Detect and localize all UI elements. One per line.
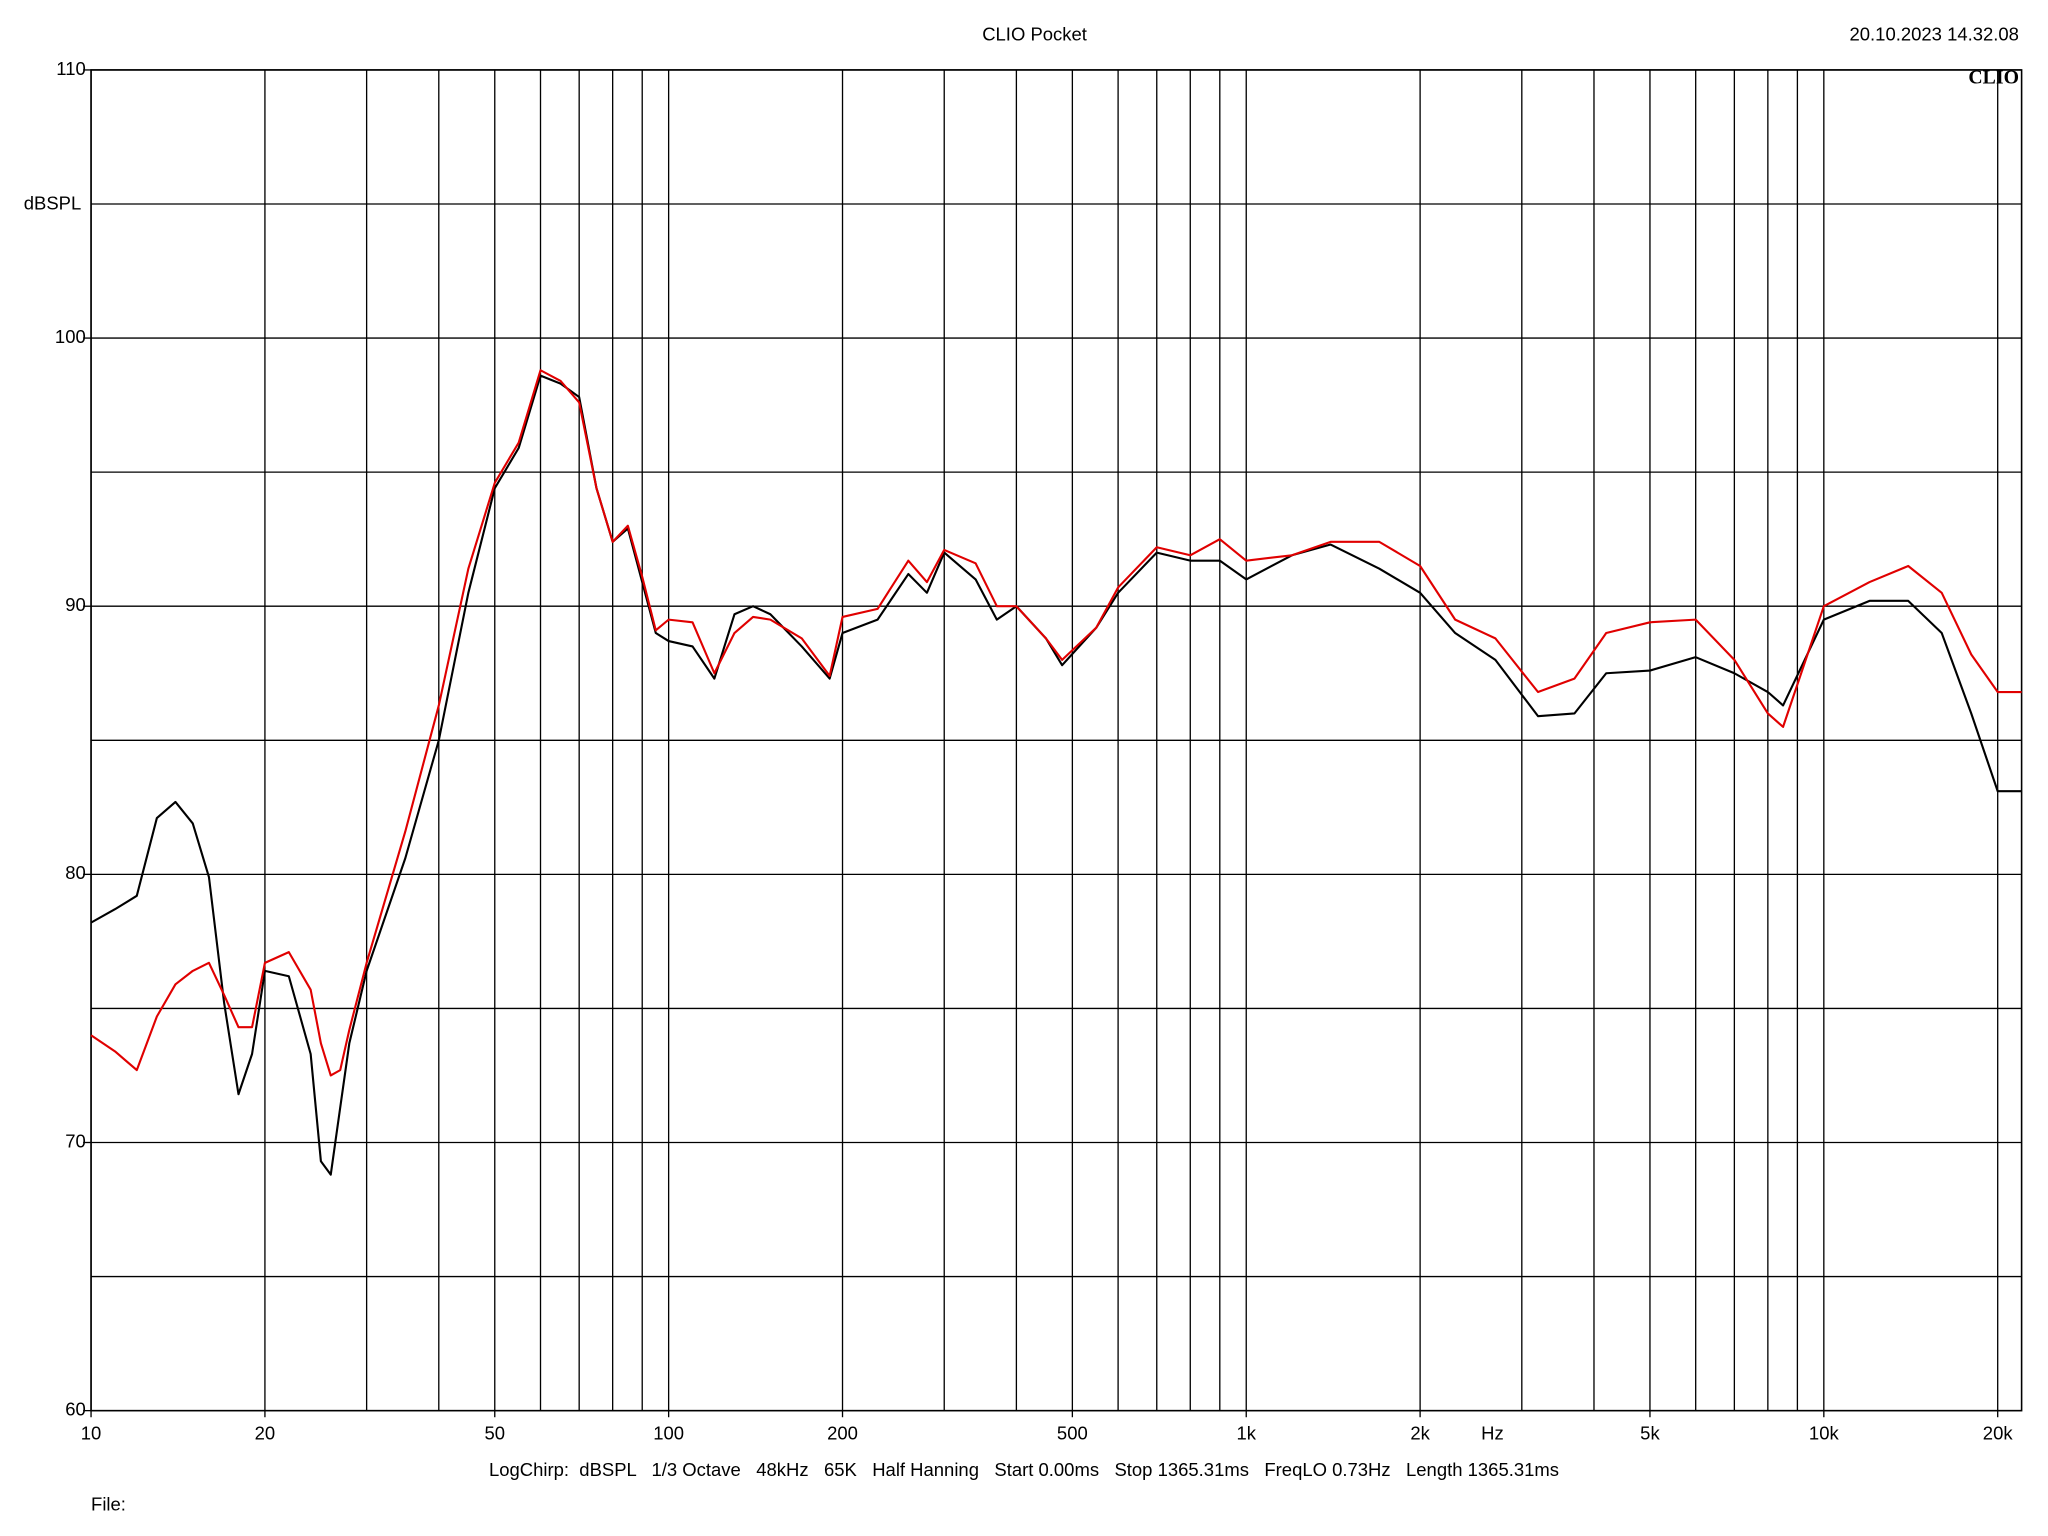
x-tick-label: 1k — [1236, 1422, 1256, 1443]
x-tick-label: 2k — [1410, 1422, 1430, 1443]
x-tick-label: 50 — [484, 1422, 505, 1443]
y-axis-label: dBSPL — [24, 192, 82, 213]
chart-title: CLIO Pocket — [982, 24, 1087, 45]
logo: CLIO — [1968, 67, 2019, 89]
plot-frame — [90, 69, 2023, 1412]
x-tick-label: 20k — [1983, 1422, 2014, 1443]
y-tick-label: 60 — [65, 1399, 86, 1420]
x-tick-label: 500 — [1057, 1422, 1088, 1443]
y-tick-label: 110 — [56, 58, 85, 79]
file-label: File: — [91, 1494, 126, 1515]
x-axis-label: Hz — [1481, 1422, 1504, 1443]
y-tick-label: 80 — [65, 862, 86, 883]
x-tick-label: 10 — [81, 1422, 102, 1443]
x-tick-label: 10k — [1809, 1422, 1840, 1443]
footer: LogChirp: dBSPL 1/3 Octave 48kHz 65K Hal… — [489, 1459, 1559, 1480]
y-tick-label: 100 — [55, 326, 86, 347]
y-tick-label: 90 — [65, 594, 86, 615]
x-tick-label: 20 — [255, 1422, 276, 1443]
series-line — [90, 374, 2022, 1176]
x-tick-label: 5k — [1640, 1422, 1660, 1443]
x-tick-label: 200 — [827, 1422, 858, 1443]
timestamp: 20.10.2023 14.32.08 — [1850, 24, 2019, 45]
series-line — [90, 369, 2022, 1077]
y-tick-label: 70 — [65, 1130, 86, 1151]
x-tick-label: 100 — [653, 1422, 684, 1443]
